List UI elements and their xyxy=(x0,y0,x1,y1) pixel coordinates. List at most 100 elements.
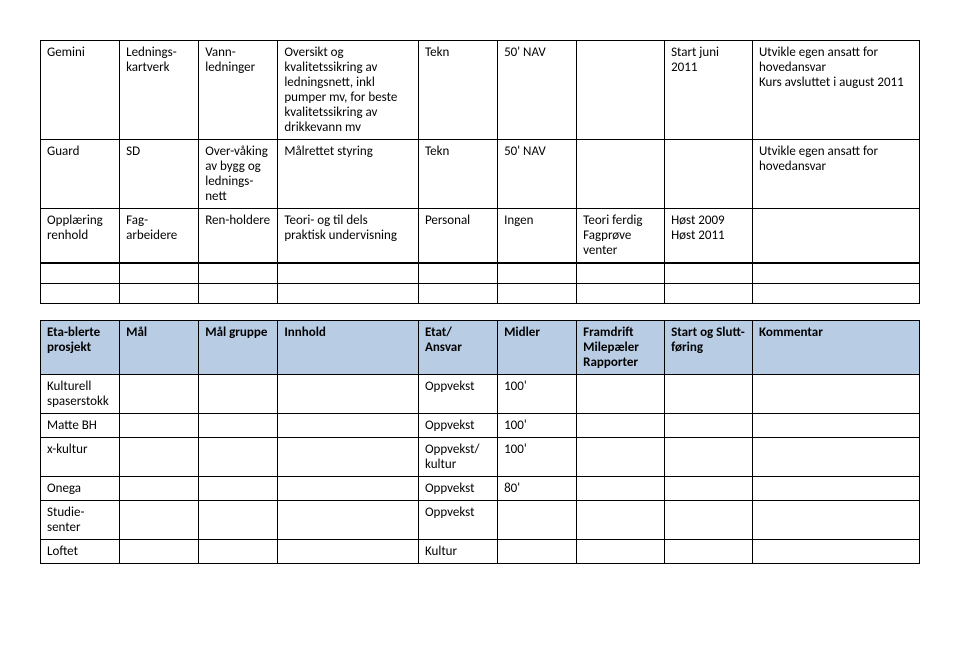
cell: SD xyxy=(120,140,199,209)
col-header: Mål xyxy=(120,321,199,375)
cell xyxy=(752,414,919,438)
table-row: Studie-senter Oppvekst xyxy=(41,501,920,540)
cell xyxy=(752,540,919,564)
cell xyxy=(665,414,753,438)
col-header: Midler xyxy=(498,321,577,375)
table-row: x-kultur Oppvekst/ kultur100' xyxy=(41,438,920,477)
cell: Målrettet styring xyxy=(278,140,419,209)
empty-row xyxy=(41,264,920,284)
cell xyxy=(665,501,753,540)
cell: 100' xyxy=(498,375,577,414)
cell xyxy=(199,414,278,438)
empty-row xyxy=(41,284,920,304)
cell xyxy=(199,438,278,477)
cell: Start juni 2011 xyxy=(665,41,753,140)
cell: Gemini xyxy=(41,41,120,140)
cell xyxy=(120,501,199,540)
cell xyxy=(278,477,419,501)
cell xyxy=(120,477,199,501)
cell xyxy=(577,540,665,564)
cell: Oppvekst xyxy=(418,375,497,414)
cell: Ingen xyxy=(498,209,577,263)
cell: Tekn xyxy=(418,41,497,140)
cell xyxy=(120,375,199,414)
cell: Tekn xyxy=(418,140,497,209)
cell xyxy=(278,438,419,477)
cell: Studie-senter xyxy=(41,501,120,540)
cell: Onega xyxy=(41,477,120,501)
col-header: Innhold xyxy=(278,321,419,375)
cell xyxy=(752,501,919,540)
cell xyxy=(577,375,665,414)
cell: Matte BH xyxy=(41,414,120,438)
cell xyxy=(752,477,919,501)
cell: Personal xyxy=(418,209,497,263)
cell: Oppvekst xyxy=(418,501,497,540)
table-2-header-row: Eta-blerte prosjekt Mål Mål gruppe Innho… xyxy=(41,321,920,375)
table-row: Onega Oppvekst80' xyxy=(41,477,920,501)
cell: Opplæring renhold xyxy=(41,209,120,263)
table-2: Eta-blerte prosjekt Mål Mål gruppe Innho… xyxy=(40,320,920,564)
cell xyxy=(199,501,278,540)
cell xyxy=(278,375,419,414)
cell xyxy=(665,438,753,477)
cell: Oppvekst/ kultur xyxy=(418,438,497,477)
cell xyxy=(498,501,577,540)
cell: 80' xyxy=(498,477,577,501)
table-1: GeminiLednings-kartverkVann-ledningerOve… xyxy=(40,40,920,263)
table-row: Opplæring renholdFag-arbeidereRen-holder… xyxy=(41,209,920,263)
cell xyxy=(577,477,665,501)
cell: Teori- og til dels praktisk undervisning xyxy=(278,209,419,263)
cell: Oppvekst xyxy=(418,414,497,438)
cell: Kultur xyxy=(418,540,497,564)
cell xyxy=(665,477,753,501)
table-row: Kulturell spaserstokkOppvekst100' xyxy=(41,375,920,414)
cell: x-kultur xyxy=(41,438,120,477)
col-header: Etat/ Ansvar xyxy=(418,321,497,375)
table-row: GuardSDOver-våking av bygg og lednings-n… xyxy=(41,140,920,209)
col-header: Start og Slutt-føring xyxy=(665,321,753,375)
cell xyxy=(752,209,919,263)
cell xyxy=(199,477,278,501)
cell: Lednings-kartverk xyxy=(120,41,199,140)
cell: Oppvekst xyxy=(418,477,497,501)
cell: Ren-holdere xyxy=(199,209,278,263)
cell: Teori ferdig Fagprøve venter xyxy=(577,209,665,263)
cell xyxy=(278,414,419,438)
col-header: Eta-blerte prosjekt xyxy=(41,321,120,375)
cell xyxy=(577,501,665,540)
cell xyxy=(665,540,753,564)
cell xyxy=(120,414,199,438)
cell xyxy=(665,140,753,209)
cell: Loftet xyxy=(41,540,120,564)
cell: Oversikt og kvalitetssikring av lednings… xyxy=(278,41,419,140)
table-row: Matte BH Oppvekst100' xyxy=(41,414,920,438)
cell xyxy=(752,438,919,477)
cell: Utvikle egen ansatt for hovedansvar xyxy=(752,140,919,209)
cell xyxy=(278,501,419,540)
cell: Guard xyxy=(41,140,120,209)
table-row: Loftet Kultur xyxy=(41,540,920,564)
col-header: Kommentar xyxy=(752,321,919,375)
cell: 100' xyxy=(498,414,577,438)
cell xyxy=(199,540,278,564)
cell xyxy=(577,414,665,438)
cell: Utvikle egen ansatt for hovedansvarKurs … xyxy=(752,41,919,140)
cell xyxy=(665,375,753,414)
cell: Over-våking av bygg og lednings-nett xyxy=(199,140,278,209)
cell: Vann-ledninger xyxy=(199,41,278,140)
cell xyxy=(498,540,577,564)
cell: 100' xyxy=(498,438,577,477)
col-header: Framdrift Milepæler Rapporter xyxy=(577,321,665,375)
table-row: GeminiLednings-kartverkVann-ledningerOve… xyxy=(41,41,920,140)
cell xyxy=(278,540,419,564)
cell xyxy=(577,41,665,140)
spacer-table xyxy=(40,263,920,304)
cell xyxy=(120,438,199,477)
cell xyxy=(199,375,278,414)
cell: 50' NAV xyxy=(498,41,577,140)
cell xyxy=(120,540,199,564)
cell: Fag-arbeidere xyxy=(120,209,199,263)
cell xyxy=(752,375,919,414)
cell xyxy=(577,140,665,209)
